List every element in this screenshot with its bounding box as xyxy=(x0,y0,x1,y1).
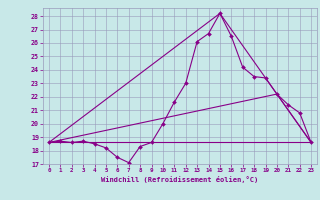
X-axis label: Windchill (Refroidissement éolien,°C): Windchill (Refroidissement éolien,°C) xyxy=(101,176,259,183)
